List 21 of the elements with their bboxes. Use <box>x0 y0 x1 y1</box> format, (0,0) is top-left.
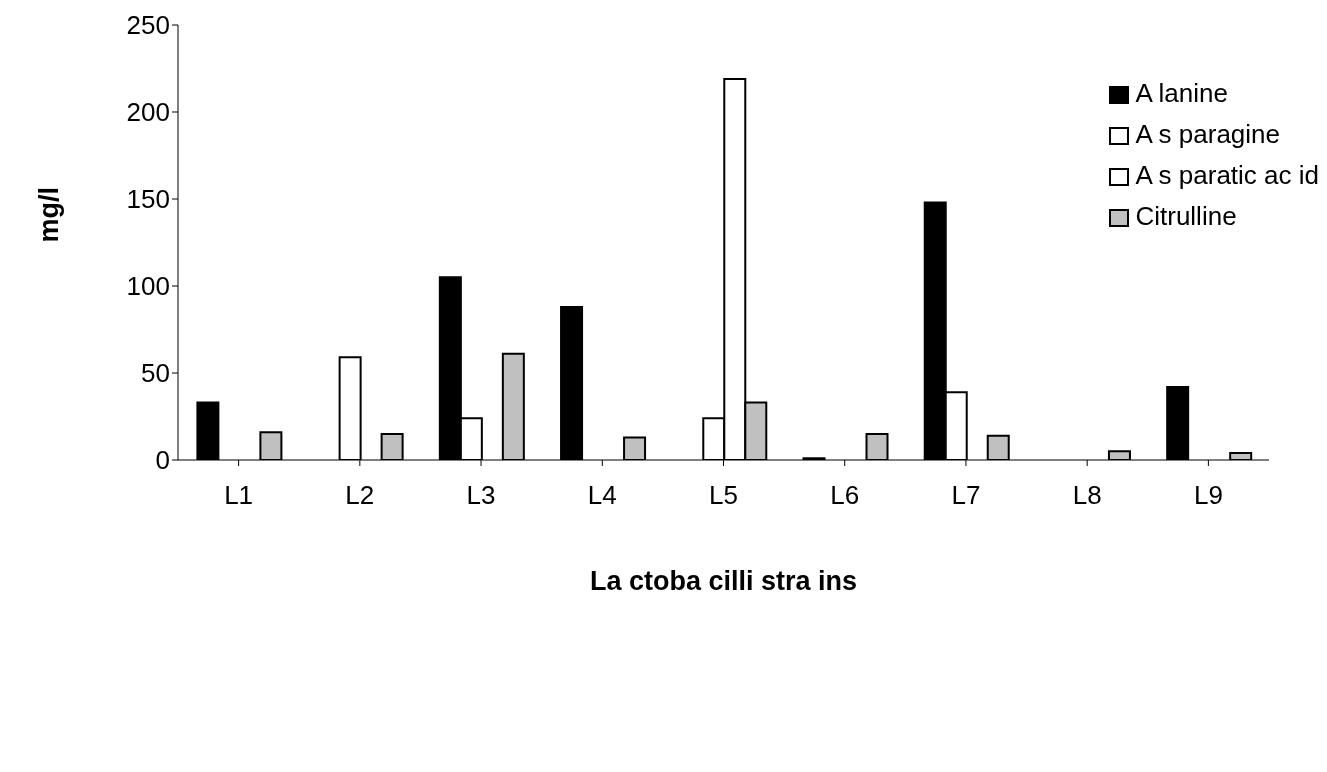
y-tick-label: 200 <box>126 97 170 128</box>
y-tick-label: 100 <box>126 271 170 302</box>
y-tick-label: 0 <box>155 445 170 476</box>
y-tick-label: 50 <box>141 358 170 389</box>
x-tick-label: L8 <box>1072 480 1102 511</box>
x-tick-label: L2 <box>345 480 375 511</box>
x-tick-label: L4 <box>587 480 617 511</box>
x-axis-title: La ctoba cilli stra ins <box>589 566 858 596</box>
x-tick-label: L5 <box>709 480 738 511</box>
x-tick-label: L7 <box>951 480 981 511</box>
legend-label: A s paratic ac id <box>1135 160 1319 191</box>
legend-label: Citrulline <box>1135 201 1237 232</box>
x-tick-label: L9 <box>1193 480 1223 511</box>
x-tick-label: L3 <box>466 480 496 511</box>
y-axis-title: mg/l <box>33 186 64 243</box>
y-tick-label: 250 <box>126 10 170 41</box>
legend-label: A s paragine <box>1135 119 1281 150</box>
legend-label: A lanine <box>1135 78 1228 109</box>
y-tick-label: 150 <box>126 184 170 215</box>
x-tick-label: L1 <box>224 480 254 511</box>
x-tick-label: L6 <box>830 480 860 511</box>
